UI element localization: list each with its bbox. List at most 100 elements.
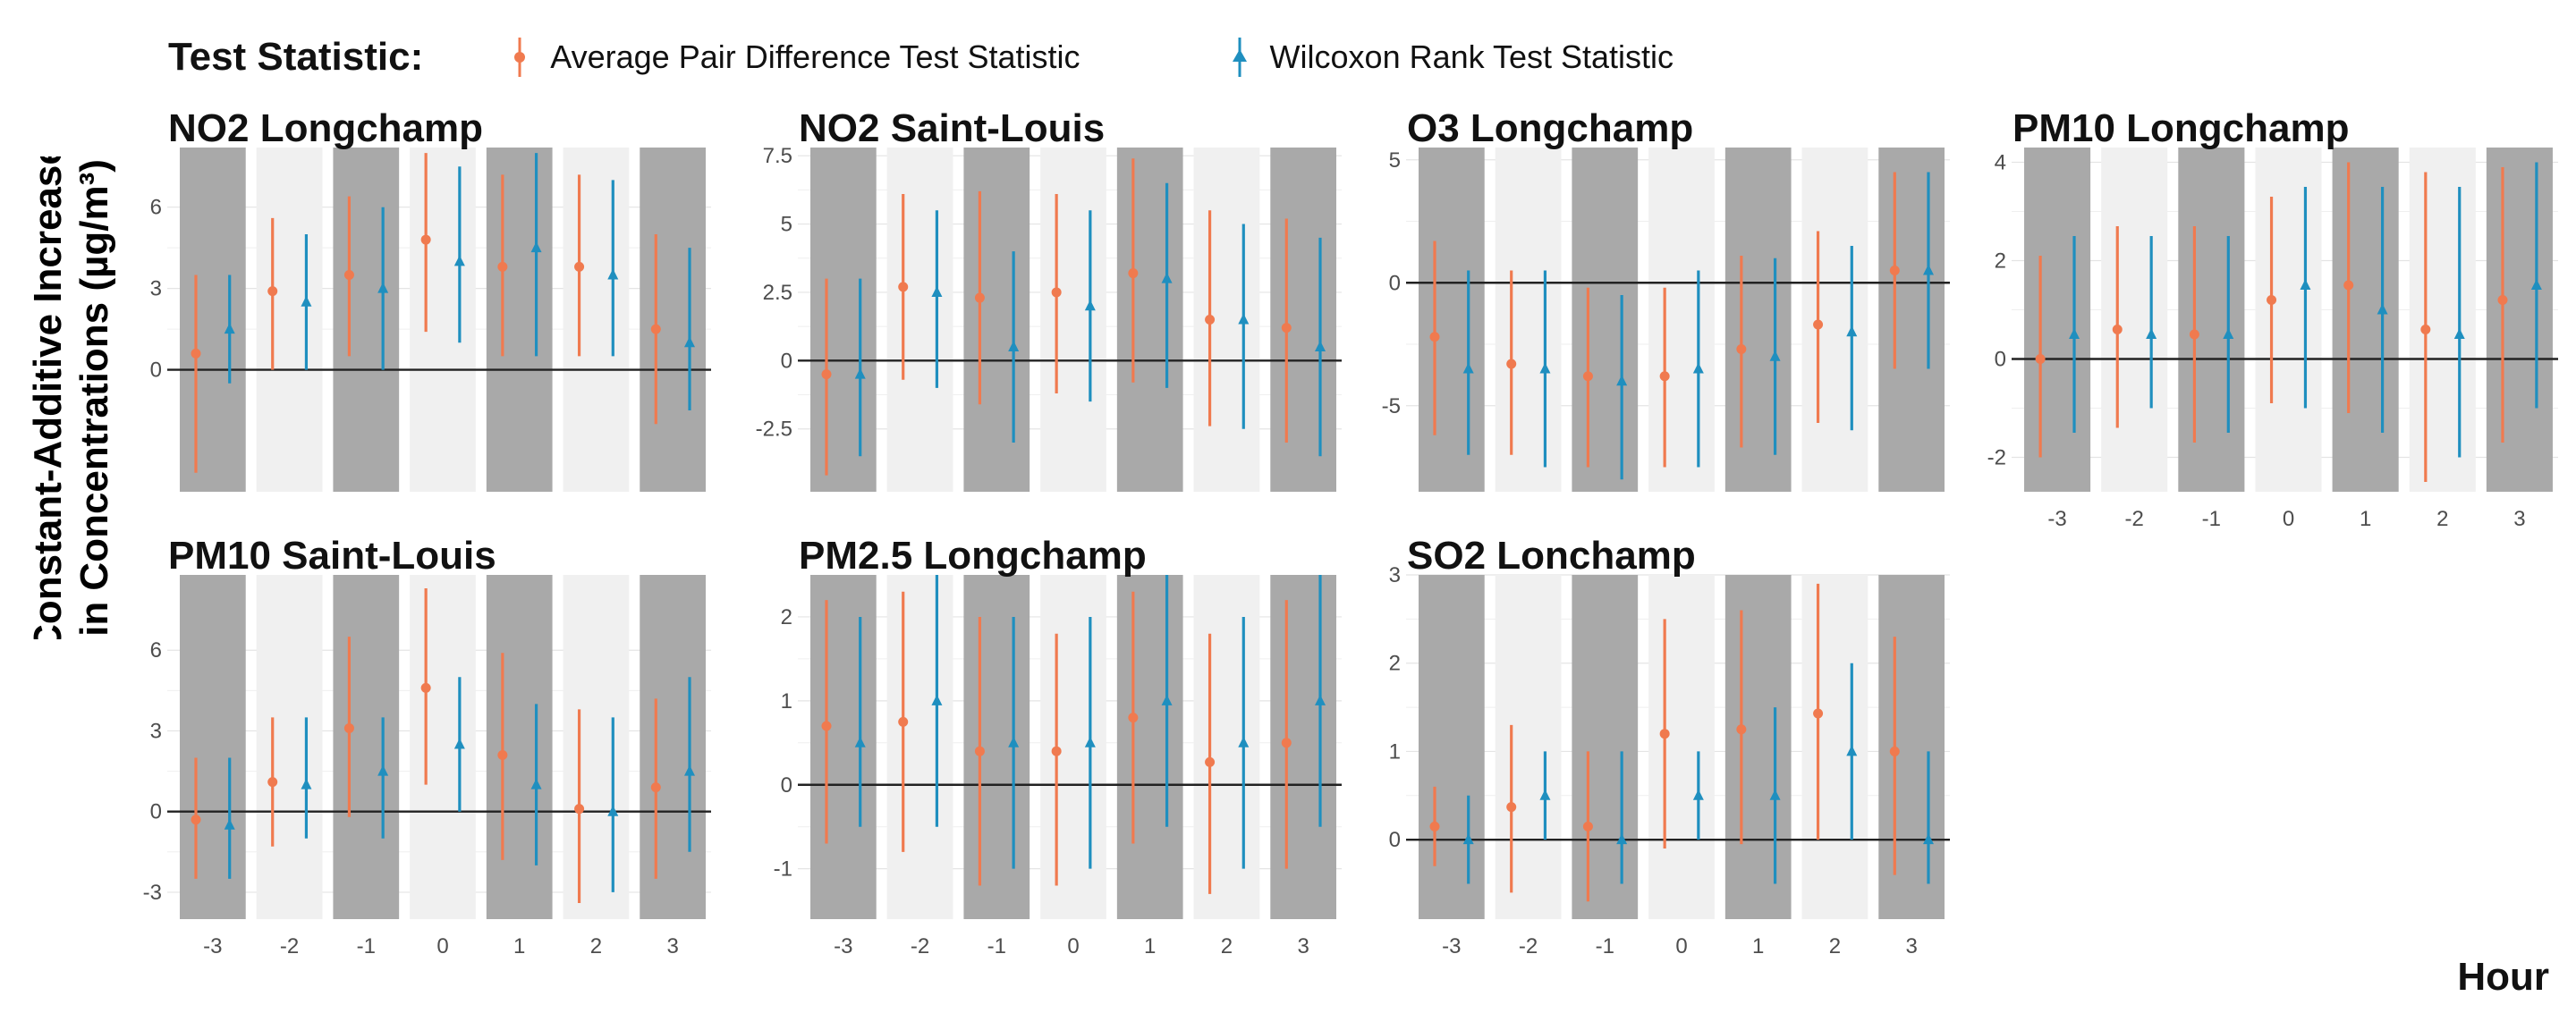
x-tick-label: 1 — [1752, 934, 1764, 958]
hour-band — [486, 148, 553, 492]
wilcoxon-point — [2223, 328, 2234, 339]
panel-title: PM10 Longchamp — [2012, 106, 2350, 150]
hour-band — [256, 148, 323, 492]
y-tick-label: 0 — [150, 800, 162, 824]
y-tick-label: -3 — [143, 881, 162, 905]
average-point — [1128, 268, 1139, 279]
average-point — [1205, 315, 1216, 325]
x-tick-label: 2 — [1829, 934, 1841, 958]
wilcoxon-point — [1846, 745, 1858, 756]
average-point — [1813, 708, 1824, 719]
y-tick-label: 0 — [1995, 348, 2006, 372]
hour-band — [2332, 148, 2399, 492]
wilcoxon-point — [931, 694, 943, 705]
y-tick-label: 0 — [150, 359, 162, 383]
wilcoxon-point — [1238, 736, 1250, 747]
hour-band — [1116, 148, 1183, 492]
hour-band — [1040, 148, 1106, 492]
wilcoxon-point — [2300, 279, 2311, 290]
y-tick-label: 6 — [150, 196, 162, 220]
y-tick-label: 2 — [1389, 652, 1401, 676]
y-axis-label-line1: Constant-Additive Increase — [26, 156, 70, 639]
average-point — [1659, 371, 1670, 382]
wilcoxon-point — [854, 367, 866, 379]
hour-band — [180, 575, 246, 919]
x-tick-label: 0 — [2283, 507, 2294, 531]
average-point — [974, 292, 985, 303]
x-tick-label: 2 — [2436, 507, 2448, 531]
x-tick-label: 1 — [2360, 507, 2371, 531]
hour-band — [1419, 148, 1485, 492]
average-point — [191, 348, 201, 359]
panel-pm10-longchamp: -2 0 2 4 -3 -2 -1 0 1 2 3 PM10 Longchamp — [1987, 106, 2558, 531]
wilcoxon-point — [530, 778, 542, 789]
wilcoxon-point — [301, 778, 312, 789]
average-point — [1281, 323, 1292, 333]
hour-band — [1878, 575, 1945, 919]
hour-band — [333, 148, 400, 492]
hour-band — [1040, 575, 1106, 919]
average-point — [191, 815, 201, 825]
average-point — [1429, 821, 1440, 832]
legend-item-average: Average Pair Difference Test Statistic — [504, 32, 1080, 82]
hour-band — [1801, 148, 1868, 492]
wilcoxon-point — [931, 285, 943, 297]
panel-title: O3 Longchamp — [1407, 106, 1693, 150]
x-tick-label: 1 — [1144, 934, 1156, 958]
average-point — [650, 324, 661, 334]
hour-band — [410, 575, 476, 919]
average-point — [497, 261, 508, 272]
hour-band — [2255, 148, 2322, 492]
x-tick-label: 0 — [1067, 934, 1079, 958]
hour-band — [1116, 575, 1183, 919]
hour-band — [1270, 575, 1336, 919]
y-tick-label: 2 — [781, 605, 792, 629]
hour-band — [2178, 148, 2245, 492]
panel-title: PM10 Saint-Louis — [168, 534, 496, 578]
x-tick-label: -2 — [2125, 507, 2144, 531]
x-tick-label: -3 — [1442, 934, 1461, 958]
average-point — [574, 261, 585, 272]
wilcoxon-point — [2146, 328, 2157, 339]
average-point — [267, 777, 278, 788]
wilcoxon-point — [607, 268, 619, 280]
hour-band — [2101, 148, 2168, 492]
wilcoxon-point — [1315, 341, 1326, 352]
hour-band — [1495, 575, 1562, 919]
wilcoxon-point — [854, 736, 866, 747]
legend: Test Statistic: Average Pair Difference … — [168, 30, 1817, 84]
y-tick-label: 0 — [781, 773, 792, 798]
average-point — [1051, 746, 1062, 756]
average-point — [1889, 266, 1900, 275]
hour-band — [1572, 148, 1639, 492]
wilcoxon-point — [224, 818, 235, 830]
x-axis-label: Hour — [2457, 955, 2549, 999]
average-point — [574, 804, 585, 815]
wilcoxon-point — [1692, 362, 1704, 374]
wilcoxon-point — [684, 764, 695, 776]
hour-band — [810, 148, 877, 492]
average-point — [2267, 295, 2277, 305]
x-tick-label: 3 — [2513, 507, 2525, 531]
x-tick-label: -2 — [911, 934, 929, 958]
wilcoxon-point — [1539, 789, 1551, 800]
average-point — [1813, 319, 1824, 330]
hour-band — [2486, 148, 2553, 492]
average-point — [2420, 325, 2431, 334]
average-point — [821, 721, 832, 731]
wilcoxon-point — [377, 282, 389, 293]
average-point — [420, 682, 431, 693]
legend-title: Test Statistic: — [168, 35, 424, 79]
x-tick-label: 3 — [1297, 934, 1309, 958]
average-point — [1429, 332, 1440, 342]
wilcoxon-point — [1008, 736, 1020, 747]
y-tick-label: -2 — [1987, 446, 2006, 470]
y-tick-label: 1 — [781, 689, 792, 713]
average-point — [1889, 746, 1900, 756]
y-tick-label: 3 — [150, 277, 162, 301]
average-point — [898, 282, 909, 292]
y-tick-label: 6 — [150, 638, 162, 663]
hour-band — [1495, 148, 1562, 492]
average-point — [1506, 359, 1517, 369]
